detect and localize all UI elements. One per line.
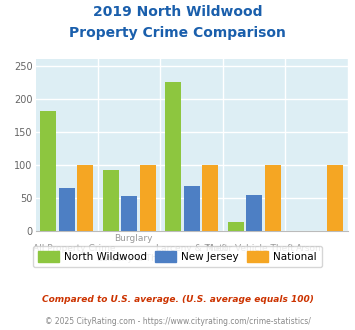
- Text: All Property Crime: All Property Crime: [33, 244, 116, 253]
- Bar: [77, 165, 93, 231]
- Bar: [121, 196, 137, 231]
- Bar: [103, 170, 119, 231]
- Bar: [165, 82, 181, 231]
- Text: Arson: Arson: [296, 244, 322, 253]
- Bar: [265, 165, 281, 231]
- Bar: [202, 165, 218, 231]
- Text: Larceny & Theft: Larceny & Theft: [155, 244, 228, 253]
- Text: Property Crime Comparison: Property Crime Comparison: [69, 26, 286, 40]
- Text: © 2025 CityRating.com - https://www.cityrating.com/crime-statistics/: © 2025 CityRating.com - https://www.city…: [45, 317, 310, 326]
- Text: Larceny & Theft: Larceny & Theft: [97, 254, 169, 263]
- Bar: [327, 165, 343, 231]
- Bar: [184, 186, 200, 231]
- Bar: [59, 188, 75, 231]
- Bar: [40, 111, 56, 231]
- Legend: North Wildwood, New Jersey, National: North Wildwood, New Jersey, National: [33, 246, 322, 267]
- Text: Motor Vehicle Theft: Motor Vehicle Theft: [206, 244, 294, 253]
- Text: Burglary: Burglary: [114, 234, 152, 243]
- Text: 2019 North Wildwood: 2019 North Wildwood: [93, 5, 262, 19]
- Bar: [246, 195, 262, 231]
- Bar: [228, 222, 244, 231]
- Bar: [140, 165, 156, 231]
- Text: Compared to U.S. average. (U.S. average equals 100): Compared to U.S. average. (U.S. average …: [42, 295, 313, 304]
